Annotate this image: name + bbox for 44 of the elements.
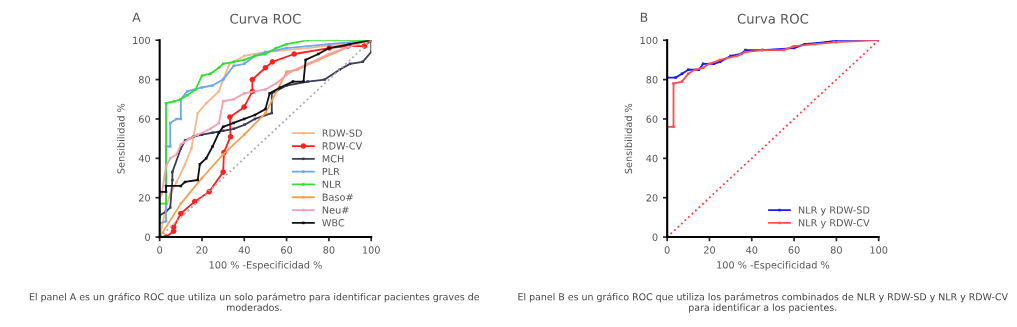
x-tick-label: 80	[830, 246, 842, 254]
legend-label: RDW-CV	[322, 142, 363, 150]
y-tick-label: 100	[133, 36, 150, 45]
legend-label: RDW-SD	[322, 129, 362, 137]
y-axis-title: Sensibilidad %	[117, 103, 125, 174]
y-tick-label: 100	[640, 36, 658, 45]
x-tick-label: 20	[196, 246, 208, 254]
x-axis-title: 100 % -Especificidad %	[717, 261, 830, 271]
text: A	[132, 12, 141, 22]
x-tick-label: 40	[238, 246, 250, 254]
text: B	[640, 12, 648, 22]
y-tick-label: 20	[138, 194, 150, 202]
x-tick-label: 60	[281, 246, 293, 254]
x-tick-label: 0	[664, 246, 670, 254]
y-tick-label: 20	[646, 194, 658, 202]
y-tick-label: 0	[652, 233, 658, 241]
legend-label: NLR y RDW-SD	[798, 206, 870, 216]
y-tick-label: 40	[646, 154, 658, 163]
y-tick-label: 40	[138, 154, 150, 163]
x-tick-label: 0	[157, 246, 163, 254]
text: El panel A es un gráfico ROC que utiliza un solo parámetro para identificar pacientes graves de moderados.	[29, 292, 480, 311]
x-tick-label: 60	[788, 246, 800, 254]
legend-label: Neu#	[322, 206, 349, 214]
legend-label: Baso#	[322, 193, 353, 201]
x-tick-label: 40	[746, 246, 758, 254]
y-tick-label: 60	[138, 115, 150, 123]
y-tick-label: 60	[646, 115, 658, 123]
y-tick-label: 0	[145, 233, 150, 241]
x-tick-label: 100	[362, 246, 380, 254]
chart-title: Curva ROC	[737, 13, 809, 24]
y-tick-label: 80	[138, 76, 150, 84]
legend-label: WBC	[322, 219, 345, 227]
chart-title: Curva ROC	[230, 13, 301, 24]
y-tick-label: 80	[646, 76, 658, 84]
x-axis-title: 100 % -Especificidad %	[209, 261, 322, 271]
x-tick-label: 80	[323, 246, 335, 254]
legend-label: NLR	[322, 180, 341, 188]
legend-label: NLR y RDW-CV	[798, 219, 870, 229]
legend-label: MCH	[322, 155, 344, 163]
legend-label: PLR	[322, 167, 340, 176]
text: El panel B es un gráfico ROC que utiliza los parámetros combinados de NLR y RDW-SD y NLR y RDW-CV para identificar a los pacientes.	[518, 292, 1008, 313]
y-axis-title: Sensibilidad %	[624, 103, 633, 174]
x-tick-label: 20	[703, 246, 715, 254]
x-tick-label: 100	[870, 246, 888, 254]
